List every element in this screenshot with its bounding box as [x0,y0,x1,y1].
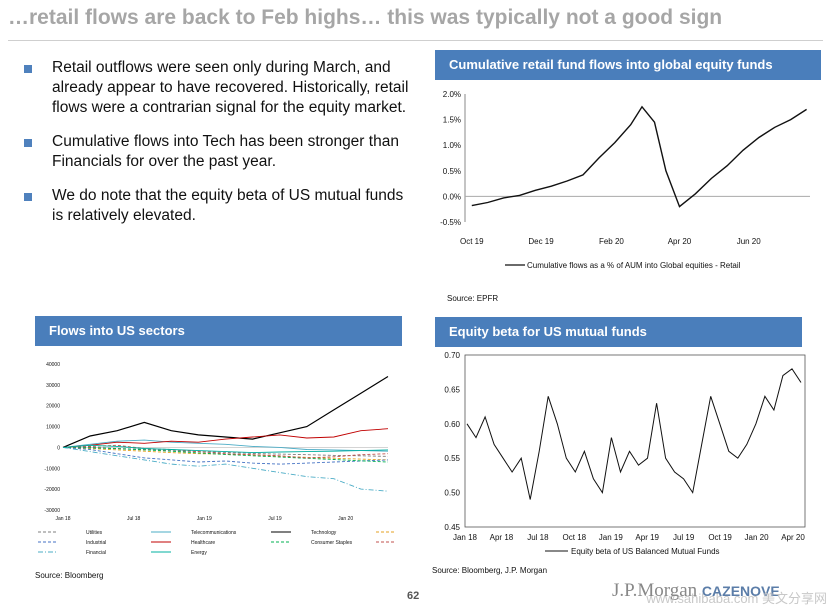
y-tick-label: 0 [57,445,60,451]
x-tick-label: Jul 18 [527,533,549,542]
bullet-list: Retail outflows were seen only during Ma… [24,58,414,240]
brand-name-secondary: CAZENOVE [701,583,780,599]
y-tick-label: 0.60 [444,420,460,429]
beta-series-line [466,368,802,500]
x-tick-label: Jun 20 [737,237,762,246]
x-tick-label: Jan 18 [453,533,478,542]
x-tick-label: Jan 19 [197,516,212,522]
legend-label: Telecommunications [191,530,237,536]
x-tick-label: Jul 18 [127,516,141,522]
x-tick-label: Jul 19 [268,516,282,522]
legend-label: Cumulative flows as a % of AUM into Glob… [527,261,741,270]
x-tick-label: Jan 20 [745,533,770,542]
y-tick-label: -20000 [44,487,60,493]
legend-label: Equity beta of US Balanced Mutual Funds [571,547,720,556]
legend-label: Financial [86,550,106,556]
sectors-chart-source: Source: Bloomberg [35,571,104,580]
y-tick-label: 2.0% [443,90,461,99]
y-tick-label: 0.55 [444,454,460,463]
bullet-square-icon [24,65,32,73]
slide-title: …retail flows are back to Feb highs… thi… [8,6,723,29]
sector-series-line [62,428,389,448]
x-tick-label: Jul 19 [673,533,695,542]
y-tick-label: 0.0% [443,192,461,201]
bullet-item: Retail outflows were seen only during Ma… [24,58,414,118]
y-tick-label: 40000 [46,362,60,368]
bullet-square-icon [24,139,32,147]
sector-series-line [62,446,389,457]
retail-flows-series-line [471,105,807,208]
y-tick-label: 1.5% [443,116,461,125]
sector-series-line [62,439,389,452]
y-tick-label: -30000 [44,508,60,514]
y-tick-label: -0.5% [440,218,461,227]
legend-label: Consumer Staples [311,540,353,546]
plot-frame [464,354,806,528]
brand-logo: J.P.Morgan CAZENOVE [612,580,780,602]
y-tick-label: 20000 [46,404,60,410]
sector-series-line [62,444,389,459]
watermark: www.sahibaba.com 美文分享网 [646,591,827,606]
sector-series-line [62,375,389,448]
sector-series-line [62,446,389,463]
legend-label: Technology [311,530,337,536]
x-tick-label: Jan 18 [55,516,70,522]
bullet-item: We do note that the equity beta of US mu… [24,186,414,226]
y-tick-label: 0.70 [444,351,460,360]
brand-name: J.P.Morgan [612,580,698,601]
y-tick-label: 1.0% [443,141,461,150]
bullet-text: Cumulative flows into Tech has been stro… [52,133,399,170]
x-tick-label: Apr 20 [668,237,692,246]
sectors-flows-chart: -30000 -20000 -10000 0 10000 20000 30000 40000 J… [38,362,396,556]
y-tick-label: 0.65 [444,385,460,394]
y-tick-label: -10000 [44,466,60,472]
bullet-item: Cumulative flows into Tech has been stro… [24,132,414,172]
y-tick-label: 30000 [46,383,60,389]
x-tick-label: Oct 18 [563,533,587,542]
y-tick-label: 0.45 [444,523,460,532]
bullet-text: We do note that the equity beta of US mu… [52,187,404,224]
x-tick-label: Apr 20 [781,533,805,542]
bullet-text: Retail outflows were seen only during Ma… [52,59,409,116]
x-tick-label: Oct 19 [460,237,484,246]
beta-chart-source: Source: Bloomberg, J.P. Morgan [432,566,548,575]
retail-flows-chart: -0.5% 0.0% 0.5% 1.0% 1.5% 2.0% Oct 19 Dec 19 Feb… [440,90,810,270]
x-tick-label: Oct 19 [708,533,732,542]
sector-series-line [62,446,389,465]
page-number: 62 [407,590,420,602]
title-divider [8,40,823,41]
bullet-square-icon [24,193,32,201]
x-tick-label: Jan 19 [599,533,624,542]
x-tick-label: Jan 20 [338,516,353,522]
x-tick-label: Apr 19 [635,533,659,542]
retail-chart-header: Cumulative retail fund flows into global… [435,50,821,80]
legend-label: Industrial [86,540,106,546]
retail-chart-source: Source: EPFR [447,294,499,303]
sector-series-line [62,444,389,454]
x-tick-label: Feb 20 [599,237,624,246]
beta-chart-header: Equity beta for US mutual funds [435,317,802,347]
legend-label: Energy [191,550,207,556]
y-tick-label: 10000 [46,425,60,431]
legend-label: Utilities [86,530,103,536]
x-tick-label: Apr 18 [490,533,514,542]
legend-label: Healthcare [191,540,215,546]
beta-chart: 0.45 0.50 0.55 0.60 0.65 0.70 Jan 18 Apr 18 Jul … [444,351,806,556]
y-tick-label: 0.5% [443,167,461,176]
sector-series-line [62,446,389,492]
y-tick-label: 0.50 [444,489,460,498]
x-tick-label: Dec 19 [528,237,554,246]
sectors-chart-header: Flows into US sectors [35,316,402,346]
